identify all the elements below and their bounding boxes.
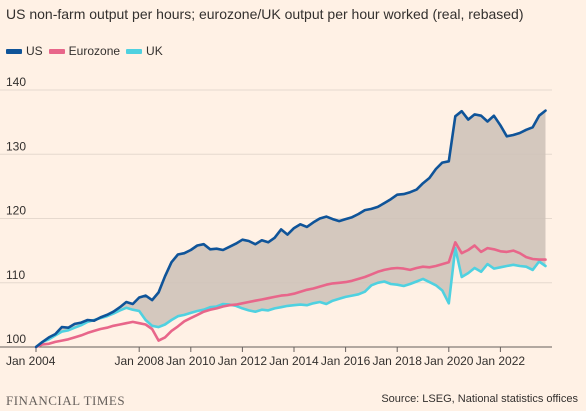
legend-label-us: US	[26, 44, 43, 58]
x-tick-label-5: Jan 2016	[321, 354, 371, 368]
y-tick-label-140: 140	[6, 75, 26, 89]
legend-item-us: US	[6, 44, 43, 58]
x-tick-label-6: Jan 2018	[373, 354, 423, 368]
chart-title: US non-farm output per hours; eurozone/U…	[6, 6, 524, 22]
legend-label-eurozone: Eurozone	[68, 44, 121, 58]
y-tick-label-100: 100	[6, 332, 26, 346]
legend-swatch-eurozone	[48, 48, 65, 54]
source-note: Source: LSEG, National statistics office…	[381, 393, 578, 405]
legend-item-uk: UK	[126, 44, 163, 58]
legend: US Eurozone UK	[6, 44, 169, 58]
series-line-uk	[34, 246, 547, 349]
x-tick-label-1: Jan 2008	[115, 354, 165, 368]
series-line-us	[34, 109, 547, 349]
publisher-brand: FINANCIAL TIMES	[6, 393, 126, 408]
x-tick-label-4: Jan 2014	[269, 354, 319, 368]
shaded-band-us-uk	[36, 110, 546, 347]
legend-item-eurozone: Eurozone	[48, 44, 121, 58]
y-tick-label-110: 110	[6, 268, 25, 282]
x-tick-label-8: Jan 2022	[476, 354, 526, 368]
y-tick-label-130: 130	[6, 139, 26, 153]
legend-swatch-us	[6, 48, 22, 54]
y-tick-label-120: 120	[6, 204, 26, 218]
x-tick-label-0: Jan 2004	[6, 354, 56, 368]
series-line-eurozone	[34, 241, 547, 349]
x-tick-label-2: Jan 2010	[166, 354, 216, 368]
x-tick-label-3: Jan 2012	[218, 354, 268, 368]
legend-label-uk: UK	[146, 44, 163, 58]
x-tick-label-7: Jan 2020	[424, 354, 474, 368]
legend-swatch-uk	[126, 48, 143, 54]
